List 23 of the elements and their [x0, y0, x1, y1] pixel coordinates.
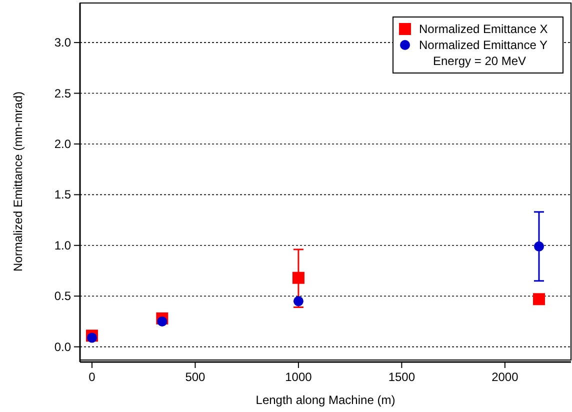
point [157, 316, 168, 326]
y-tick-label: 3.0 [54, 36, 72, 50]
legend-label: Normalized Emittance X [419, 22, 548, 36]
x-tick-label: 1000 [285, 370, 312, 384]
y-tick-label: 1.5 [54, 188, 72, 202]
x-tick-label: 0 [88, 370, 96, 384]
y-tick-label: 0.0 [54, 340, 72, 354]
point [532, 293, 545, 306]
y-tick-label: 2.0 [54, 136, 72, 151]
y-tick-label: 0.5 [54, 289, 72, 304]
x-axis-title: Length along Machine (m) [256, 393, 396, 407]
point [293, 296, 304, 306]
x-tick-label: 2000 [492, 370, 519, 384]
point [86, 332, 97, 343]
point [292, 272, 304, 284]
legend-label: Normalized Emittance Y [419, 38, 548, 52]
x-tick-label: 1500 [388, 370, 416, 384]
y-tick-label: 1.0 [54, 238, 72, 252]
y-axis-title: Normalized Emittance (mm-mrad) [11, 91, 25, 272]
annotation: Energy = 20 MeV [433, 54, 526, 68]
y-tick-label: 2.5 [54, 86, 72, 100]
point [534, 241, 544, 252]
x-tick-label: 500 [185, 370, 206, 384]
